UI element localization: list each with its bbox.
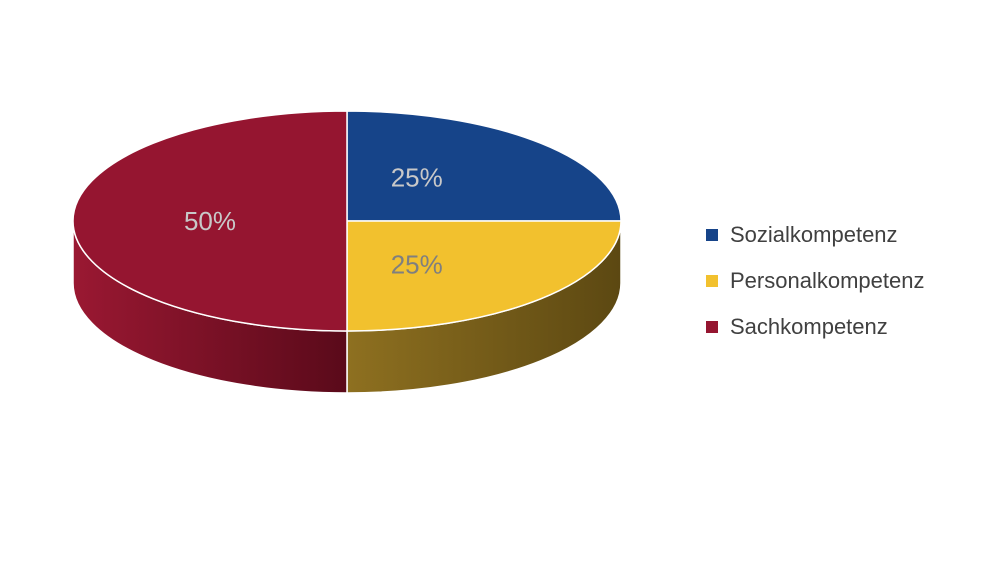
pie-slice-sozialkompetenz <box>346 110 622 222</box>
data-label-sozialkompetenz: 25% <box>391 163 443 193</box>
pie-slice-personalkompetenz <box>346 220 622 332</box>
legend-swatch-personalkompetenz <box>706 275 718 287</box>
legend-item-sozialkompetenz: Sozialkompetenz <box>706 212 924 258</box>
pie-data-labels: 25% 25% 50% <box>184 163 443 280</box>
legend-swatch-sachkompetenz <box>706 321 718 333</box>
pie-slices <box>72 110 622 332</box>
legend-item-personalkompetenz: Personalkompetenz <box>706 258 924 304</box>
legend-label-sachkompetenz: Sachkompetenz <box>730 314 888 339</box>
pie-slice-sachkompetenz <box>72 110 348 332</box>
legend: Sozialkompetenz Personalkompetenz Sachko… <box>706 212 924 350</box>
legend-swatch-sozialkompetenz <box>706 229 718 241</box>
data-label-sachkompetenz: 50% <box>184 206 236 236</box>
legend-label-sozialkompetenz: Sozialkompetenz <box>730 222 898 247</box>
legend-item-sachkompetenz: Sachkompetenz <box>706 304 924 350</box>
data-label-personalkompetenz: 25% <box>391 249 443 279</box>
legend-label-personalkompetenz: Personalkompetenz <box>730 268 925 293</box>
